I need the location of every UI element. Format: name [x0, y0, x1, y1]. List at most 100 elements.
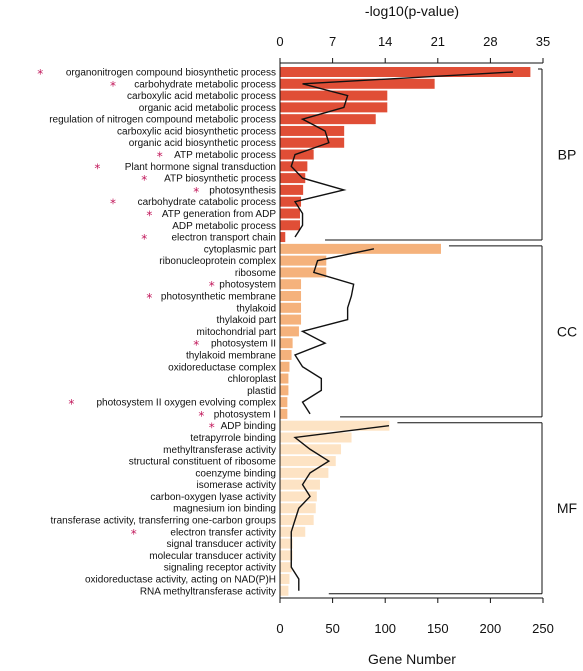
bottom-tick-label: 0	[276, 621, 283, 636]
bar	[280, 573, 290, 584]
category-label: carbon-oxygen lyase activity	[150, 492, 276, 503]
category-label: magnesium ion binding	[173, 504, 276, 515]
group-label: MF	[557, 500, 577, 516]
bar	[280, 114, 376, 125]
category-label: tetrapyrrole binding	[190, 433, 276, 444]
significance-star: *	[110, 79, 116, 93]
category-label: RNA methyltransferase activity	[140, 586, 276, 597]
significance-star: *	[209, 421, 215, 435]
category-label: photosystem II oxygen evolving complex	[96, 398, 276, 409]
category-label: photosystem I	[214, 409, 276, 420]
bottom-tick-label: 200	[480, 621, 502, 636]
category-label: thylakoid membrane	[186, 350, 276, 361]
category-label: cytoplasmic part	[204, 244, 276, 255]
significance-star: *	[157, 150, 163, 164]
bar	[280, 397, 288, 408]
category-label: photosystem II	[211, 339, 276, 350]
bar	[280, 538, 293, 549]
category-label: photosystem	[219, 280, 276, 291]
bar	[280, 220, 300, 231]
category-label: ribonucleoprotein complex	[159, 256, 276, 267]
category-label: organonitrogen compound biosynthetic pro…	[66, 68, 276, 79]
pvalue-line-cc	[293, 248, 375, 415]
category-label: electron transport chain	[171, 233, 276, 244]
significance-star: *	[37, 67, 43, 81]
category-label: ADP binding	[221, 421, 276, 432]
bar	[280, 102, 388, 113]
category-label: regulation of nitrogen compound metaboli…	[49, 115, 276, 126]
significance-star: *	[193, 338, 199, 352]
bar	[280, 456, 336, 467]
bar	[280, 467, 329, 478]
top-tick-label: 21	[431, 34, 445, 49]
significance-star: *	[198, 409, 204, 423]
category-label: structural constituent of ribosome	[129, 457, 277, 468]
category-label: ADP metabolic process	[172, 221, 276, 232]
bar	[280, 338, 293, 349]
group-label: BP	[558, 147, 577, 163]
significance-star: *	[141, 232, 147, 246]
bar	[280, 173, 306, 184]
bar	[280, 326, 299, 337]
bar	[280, 243, 441, 254]
category-label: signal transducer activity	[167, 539, 277, 550]
bar	[280, 408, 288, 419]
bar	[280, 161, 308, 172]
plot-area: 0 7 14 21 28 35 0 50 100 150 200 250 organonitrogen …	[37, 34, 577, 636]
category-label: photosynthesis	[209, 185, 276, 196]
significance-star: *	[94, 161, 100, 175]
bar	[280, 125, 345, 136]
significance-star: *	[193, 185, 199, 199]
category-label: carbohydrate catabolic process	[138, 197, 276, 208]
bar	[280, 279, 302, 290]
category-label: methyltransferase activity	[163, 445, 276, 456]
bar	[280, 550, 293, 561]
bar	[280, 491, 317, 502]
bar	[280, 137, 345, 148]
bar	[280, 267, 327, 278]
bar	[280, 291, 302, 302]
category-label: mitochondrial part	[197, 327, 277, 338]
top-tick-label: 14	[378, 34, 392, 49]
bar	[280, 196, 302, 207]
bottom-axis-title: Gene Number	[368, 651, 456, 667]
category-label: oxidoreductase complex	[168, 362, 276, 373]
category-label: carboxylic acid metabolic process	[127, 91, 276, 102]
bar	[280, 208, 300, 219]
category-label: signaling receptor activity	[164, 563, 276, 574]
category-label: thylakoid	[237, 303, 276, 314]
category-label: ATP generation from ADP	[162, 209, 276, 220]
bar	[280, 526, 306, 537]
bar	[280, 432, 352, 443]
category-label: ATP metabolic process	[174, 150, 276, 161]
significance-star: *	[141, 173, 147, 187]
category-label: organic acid biosynthetic process	[129, 138, 276, 149]
category-label: plastid	[247, 386, 276, 397]
category-label: photosynthetic membrane	[161, 292, 277, 303]
bar	[280, 314, 302, 325]
significance-star: *	[146, 208, 152, 222]
category-label: electron transfer activity	[170, 527, 276, 538]
category-label: molecular transducer activity	[149, 551, 276, 562]
category-label: organic acid metabolic process	[139, 103, 276, 114]
significance-star: *	[209, 279, 215, 293]
bar	[280, 255, 327, 266]
bar	[280, 302, 302, 313]
category-label: coenzyme binding	[195, 468, 276, 479]
category-label: thylakoid part	[217, 315, 277, 326]
bar	[280, 349, 292, 360]
category-label: transferase activity, transferring one-c…	[51, 516, 276, 527]
bar	[280, 585, 289, 596]
bar	[280, 515, 314, 526]
category-label: ATP biosynthetic process	[164, 174, 276, 185]
bar	[280, 232, 286, 243]
bar	[280, 373, 289, 384]
top-tick-label: 0	[276, 34, 283, 49]
significance-star: *	[110, 197, 116, 211]
pvalue-line-bp	[290, 71, 513, 238]
bar	[280, 420, 390, 431]
group-label: CC	[557, 323, 577, 339]
bar	[280, 90, 388, 101]
bar	[280, 479, 320, 490]
